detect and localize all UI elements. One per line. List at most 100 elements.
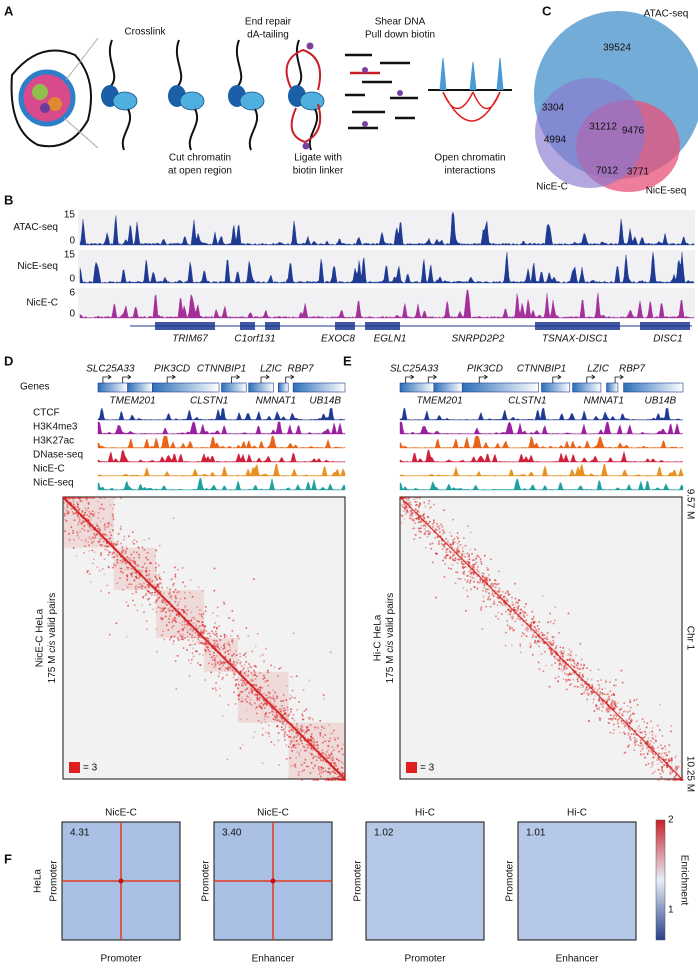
contact <box>87 519 90 521</box>
contact <box>214 660 217 662</box>
contact <box>302 745 305 748</box>
contact <box>614 700 616 703</box>
contact <box>634 741 636 744</box>
contact <box>649 743 651 746</box>
contact <box>168 621 171 624</box>
region-count: 3771 <box>627 167 650 178</box>
contact <box>168 618 170 620</box>
contact <box>242 654 245 657</box>
contact <box>557 659 559 661</box>
contact <box>563 650 565 653</box>
contact <box>177 603 179 606</box>
gene-name: CTNNBIP1 <box>197 364 246 375</box>
contact <box>187 624 190 627</box>
contact <box>526 626 528 628</box>
contact <box>279 720 281 723</box>
contact <box>122 550 125 552</box>
contact <box>447 547 450 550</box>
contact <box>243 667 245 669</box>
contact <box>253 693 256 696</box>
contact <box>152 608 154 611</box>
contact <box>473 566 475 569</box>
contact <box>401 515 404 517</box>
gene-name: SLC25A33 <box>390 364 439 375</box>
contact <box>405 509 408 511</box>
contact <box>431 561 434 564</box>
contact <box>325 751 328 753</box>
contact <box>198 640 201 642</box>
contact <box>220 662 223 665</box>
map-title: NicE-C <box>257 808 289 819</box>
contact <box>501 604 504 606</box>
contact <box>129 559 132 561</box>
contact <box>514 609 517 611</box>
contact <box>500 594 502 596</box>
contact <box>145 593 147 595</box>
contact <box>506 624 509 627</box>
contact <box>419 514 421 517</box>
contact <box>545 664 547 667</box>
contact <box>231 630 234 632</box>
contact <box>499 601 502 604</box>
contact <box>190 662 192 665</box>
contact <box>475 561 478 564</box>
contact <box>205 642 207 645</box>
contact <box>192 655 195 658</box>
contact <box>172 517 175 520</box>
contact <box>535 636 537 638</box>
contact <box>248 663 250 665</box>
contact <box>488 574 490 576</box>
contact <box>263 718 266 721</box>
contact <box>440 542 443 545</box>
contact <box>169 612 172 615</box>
contact <box>294 763 297 766</box>
contact <box>85 497 87 499</box>
contact <box>638 725 640 727</box>
contact <box>592 698 595 701</box>
contact <box>72 512 75 514</box>
contact <box>176 604 179 607</box>
contact <box>137 546 140 549</box>
contact <box>542 634 544 637</box>
contact <box>634 744 637 746</box>
contact <box>324 779 327 781</box>
contact <box>641 718 644 720</box>
contact <box>453 541 455 544</box>
contact <box>452 552 455 554</box>
contact <box>443 543 445 546</box>
contact <box>160 610 162 613</box>
gene-name: CTNNBIP1 <box>517 364 566 375</box>
contact <box>212 611 214 614</box>
contact <box>133 569 136 571</box>
contact <box>242 700 244 703</box>
contact <box>304 732 306 735</box>
contact <box>128 583 130 586</box>
contact <box>262 704 265 706</box>
contact <box>531 610 533 613</box>
contact <box>570 663 573 666</box>
contact <box>586 688 589 691</box>
contact <box>537 639 539 642</box>
contact <box>176 654 179 657</box>
contact <box>322 759 325 761</box>
contact <box>165 611 168 613</box>
contact <box>451 547 453 549</box>
contact <box>630 720 633 722</box>
contact <box>545 636 548 638</box>
contact <box>101 544 103 547</box>
contact <box>453 554 456 556</box>
contact <box>550 620 552 623</box>
contact <box>303 750 306 752</box>
contact <box>90 512 92 515</box>
contact <box>551 643 553 646</box>
contact <box>506 592 509 594</box>
contact <box>207 637 209 640</box>
contact <box>322 770 325 773</box>
contact <box>282 709 285 712</box>
contact <box>630 719 633 721</box>
contact <box>124 550 127 552</box>
contact <box>133 579 135 581</box>
contact <box>625 720 628 723</box>
contact <box>131 540 134 543</box>
contact <box>636 703 639 706</box>
